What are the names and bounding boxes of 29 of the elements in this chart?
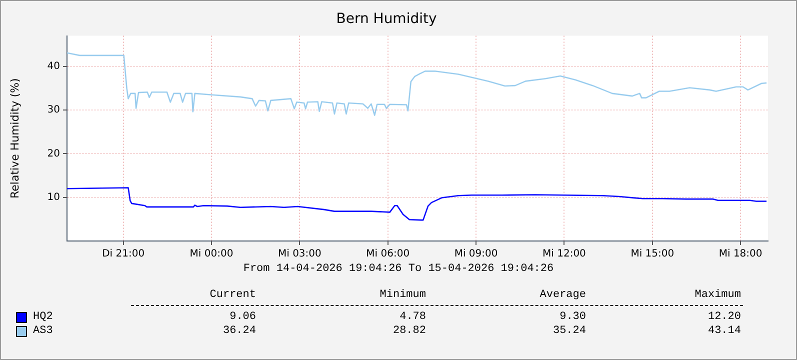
- legend-label: AS3: [33, 325, 53, 337]
- y-tick-label: 20: [47, 148, 60, 160]
- text: 9.30: [558, 311, 586, 323]
- x-tick-label: Mi 18:00: [718, 248, 762, 260]
- x-tick-label: Mi 09:00: [454, 248, 498, 260]
- x-tick-label: Mi 06:00: [366, 248, 410, 260]
- text: 4.78: [398, 311, 426, 323]
- x-tick-label: Mi 00:00: [190, 248, 234, 260]
- text: 43.14: [706, 325, 741, 337]
- y-tick-label: 40: [47, 60, 60, 72]
- text: From 14-04-2026 19:04:26 To 15-04-2026 19:04:26: [242, 263, 555, 275]
- text: Minimum: [378, 289, 426, 301]
- text: 12.20: [706, 311, 741, 323]
- y-tick-label: 30: [47, 104, 60, 116]
- x-tick-label: Mi 03:00: [278, 248, 322, 260]
- x-tick-label: Mi 12:00: [542, 248, 586, 260]
- text: Maximum: [694, 289, 741, 301]
- y-axis-title: Relative Humidity (%): [8, 78, 22, 199]
- text: Average: [538, 289, 586, 301]
- text: 28.82: [392, 325, 426, 337]
- y-tick-label: 10: [47, 192, 60, 203]
- text: 9.06: [228, 311, 256, 323]
- x-tick-label: Mi 15:00: [630, 248, 674, 260]
- text: 36.24: [222, 325, 256, 337]
- text: Current: [208, 289, 256, 301]
- text: 35.24: [552, 325, 586, 337]
- x-tick-label: Di 21:00: [102, 248, 145, 260]
- legend-label: HQ2: [33, 311, 53, 323]
- chart-title: Bern Humidity: [336, 11, 437, 28]
